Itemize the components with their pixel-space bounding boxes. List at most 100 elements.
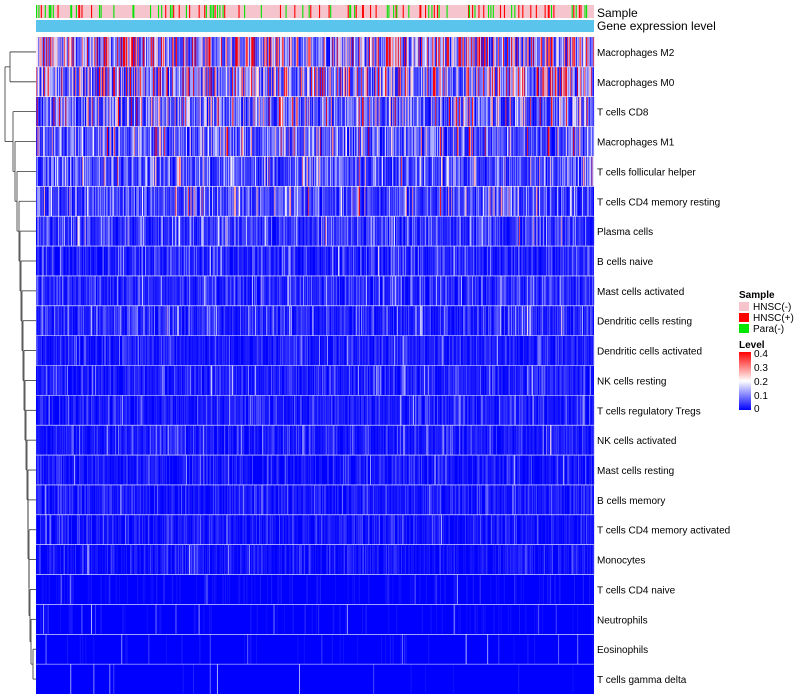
heatmap-cell [217,96,219,127]
heatmap-cell [499,126,501,157]
heatmap-cell [404,186,406,217]
heatmap-cell [185,246,187,277]
heatmap-cell [112,156,114,187]
heatmap-cell [313,186,315,217]
heatmap-cell [590,186,591,217]
heatmap-cell [592,96,594,127]
heatmap-cell [479,216,481,247]
heatmap-cell [161,186,163,217]
heatmap-cell [529,66,531,97]
heatmap-cell [107,186,109,217]
heatmap-cell [542,216,544,247]
heatmap-cell [519,246,521,277]
heatmap-cell [210,66,212,97]
heatmap-cell [555,186,557,217]
heatmap-cell [368,37,370,67]
heatmap-cell [190,96,192,127]
heatmap-cell [457,37,459,67]
heatmap-cell [148,96,150,127]
heatmap-cell [182,186,184,217]
heatmap-cell [90,37,92,67]
heatmap-cell [489,37,491,67]
heatmap-cell [360,216,362,247]
heatmap-cell [98,66,100,97]
heatmap-cell [200,37,202,67]
heatmap-cell [139,126,141,157]
heatmap-cell [51,37,53,67]
heatmap-cell [100,275,102,306]
heatmap-cell [482,37,484,67]
heatmap-cell [550,156,552,187]
heatmap-cell [112,37,114,67]
heatmap-cell [469,216,471,247]
heatmap-cell [417,126,418,157]
heatmap-cell [362,37,364,67]
heatmap-cell [38,275,40,306]
heatmap-cell [138,216,140,247]
heatmap-cell [223,37,225,67]
heatmap-cell [40,37,42,67]
heatmap-cell [180,156,182,187]
heatmap-cell [142,186,143,217]
heatmap-cell [236,126,238,157]
heatmap-cell [295,156,297,187]
heatmap-cell [579,37,581,67]
heatmap-cell [67,126,69,157]
heatmap-cell [326,126,328,157]
heatmap-cell [118,246,120,277]
heatmap-cell [337,156,339,187]
heatmap-cell [274,156,276,187]
heatmap-cell [269,156,271,187]
heatmap-cell [292,126,294,157]
heatmap-cell [283,216,285,247]
heatmap-cell [199,186,201,217]
heatmap-cell [158,96,160,127]
heatmap-cell [91,96,92,127]
heatmap-cell [584,66,586,97]
heatmap-cell [360,66,362,97]
heatmap-cell [102,96,104,127]
heatmap-cell [243,156,245,187]
heatmap-cell [129,186,131,217]
heatmap-cell [128,37,130,67]
heatmap-cell [228,66,230,97]
heatmap-cell [431,126,433,157]
heatmap-cell [381,37,383,67]
heatmap-cell [468,156,470,187]
heatmap-cell [123,126,125,157]
sample-track-cell [244,5,246,18]
heatmap-cell [468,246,470,277]
heatmap-cell [515,156,517,187]
heatmap-cell [298,66,300,97]
heatmap-cell [574,37,576,67]
heatmap-cell [246,37,248,67]
heatmap-cell [162,246,164,277]
heatmap-cell [487,186,489,217]
heatmap-cell [237,156,239,187]
heatmap-cell [586,156,587,187]
heatmap-cell [374,186,376,217]
heatmap-cell [87,156,88,187]
heatmap-cell [291,66,293,97]
heatmap-cell [482,246,484,277]
heatmap-cell [227,126,229,157]
heatmap-cell [453,37,455,67]
heatmap-cell [372,186,374,217]
heatmap-cell [349,37,351,67]
heatmap-cell [341,66,343,97]
heatmap-cell [540,96,542,127]
heatmap-cell [237,37,239,67]
heatmap-cell [117,96,119,127]
heatmap-cell [373,186,375,217]
heatmap-cell [248,66,249,97]
heatmap-cell [249,156,251,187]
heatmap-cell [101,126,103,157]
heatmap-cell [162,156,164,187]
heatmap-cell [54,96,56,127]
heatmap-cell [524,246,526,277]
heatmap-cell [220,96,222,127]
heatmap-cell [289,156,291,187]
heatmap-cell [527,66,529,97]
heatmap-cell [209,66,211,97]
heatmap-cell [345,156,347,187]
